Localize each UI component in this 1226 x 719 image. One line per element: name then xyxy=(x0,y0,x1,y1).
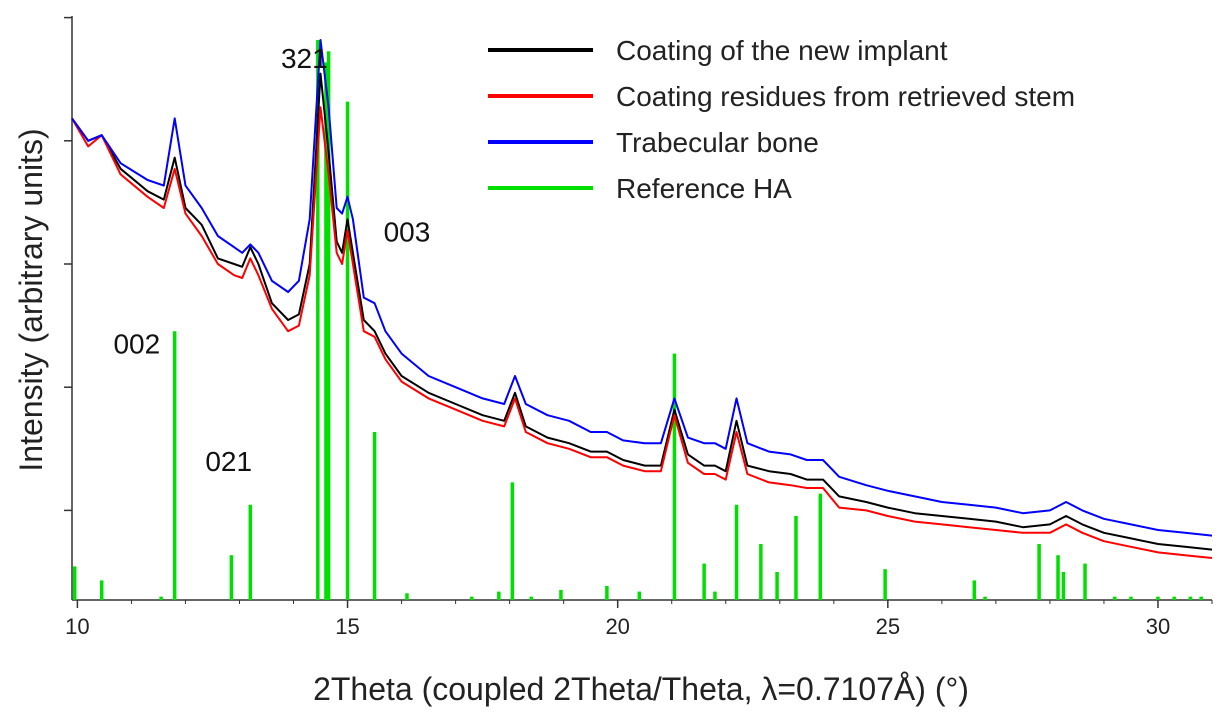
x-axis-title: 2Theta (coupled 2Theta/Theta, λ=0.7107Å)… xyxy=(313,671,969,707)
x-tick-label-1: 15 xyxy=(335,614,359,639)
x-tick-label-4: 30 xyxy=(1146,614,1170,639)
x-ticks: 10 15 20 25 30 xyxy=(65,600,1213,639)
peak-label-002: 002 xyxy=(113,329,160,360)
legend: Coating of the new implant Coating residu… xyxy=(488,35,1075,204)
series-line-coating-residues-from-retrieved-stem xyxy=(71,106,1213,559)
plot-area: 10 15 20 25 30 321 003 002 021 xyxy=(64,16,1213,639)
y-ticks xyxy=(64,16,72,512)
reference-ha-sticks xyxy=(72,40,1203,600)
legend-label-reference-ha: Reference HA xyxy=(616,173,792,204)
y-axis-title: Intensity (arbitrary units) xyxy=(13,128,49,471)
legend-label-trabecular-bone: Trabecular bone xyxy=(616,127,819,158)
x-tick-label-2: 20 xyxy=(605,614,629,639)
legend-label-coating-of-the-new-implant: Coating of the new implant xyxy=(616,35,948,66)
series-lines xyxy=(71,39,1213,559)
series-line-coating-of-the-new-implant xyxy=(71,72,1213,551)
legend-label-coating-residues-from-retrieved-stem: Coating residues from retrieved stem xyxy=(616,81,1075,112)
series-line-trabecular-bone xyxy=(71,39,1213,537)
peak-annotations: 321 003 002 021 xyxy=(113,43,430,477)
x-tick-label-3: 25 xyxy=(876,614,900,639)
x-tick-label-0: 10 xyxy=(65,614,89,639)
peak-label-021: 021 xyxy=(205,446,252,477)
peak-label-321: 321 xyxy=(281,43,328,74)
peak-label-003: 003 xyxy=(384,217,431,248)
